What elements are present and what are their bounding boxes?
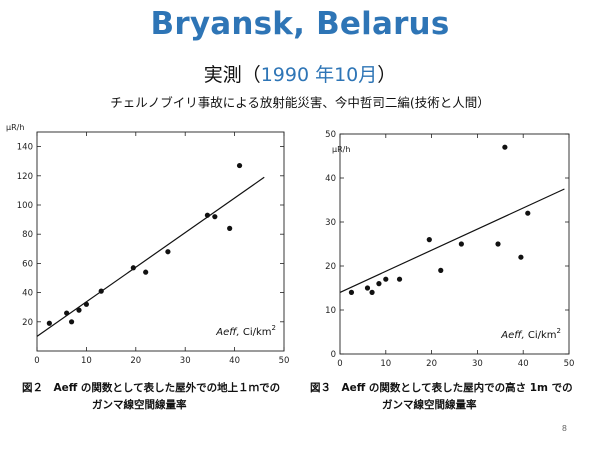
x-tick-label: 20 xyxy=(130,356,141,366)
caption-right-line1: 図３ Aeff の関数として表した屋内での高さ 1m での xyxy=(310,382,573,394)
y-tick-label: 20 xyxy=(325,262,336,272)
y-tick-label: 60 xyxy=(22,259,33,269)
caption-left-line2: ガンマ線空間線量率 xyxy=(92,399,187,411)
subtitle-prefix: 実測（ xyxy=(203,64,261,86)
subtitle-suffix: ） xyxy=(377,64,397,86)
data-point xyxy=(348,289,355,295)
x-tick-label: 40 xyxy=(518,359,529,369)
x-tick-label: 20 xyxy=(426,359,437,369)
data-point xyxy=(495,241,501,247)
slide-subtitle: 実測（1990 年10月） xyxy=(0,60,600,87)
y-tick-label: 120 xyxy=(17,172,33,182)
data-point xyxy=(76,307,82,313)
data-point xyxy=(383,276,389,282)
regression-line xyxy=(339,188,565,293)
plot-frame xyxy=(36,131,285,352)
data-point xyxy=(212,214,218,220)
subtitle-date: 1990 年10月 xyxy=(260,64,378,86)
x-tick-label: 50 xyxy=(279,356,290,366)
y-tick-label: 40 xyxy=(22,289,33,299)
regression-line xyxy=(36,176,265,337)
slide-title: Bryansk, Belarus xyxy=(150,6,450,42)
data-point xyxy=(236,162,243,169)
data-point xyxy=(525,210,531,216)
data-point xyxy=(438,267,444,273)
data-point xyxy=(458,241,464,247)
x-tick-label: 10 xyxy=(81,356,92,366)
chart-outdoor-svg: 0 10 20 30 40 50 20 40 60 80 100 120 140 μR/h Aeff, Ci… xyxy=(6,123,290,366)
data-point xyxy=(165,249,171,255)
caption-right-line2: ガンマ線空間線量率 xyxy=(382,399,477,411)
x-tick-label: 40 xyxy=(229,356,240,366)
data-point xyxy=(364,285,371,291)
x-tick-label: 0 xyxy=(337,359,342,369)
data-point xyxy=(376,281,382,287)
y-tick-label: 20 xyxy=(22,318,33,328)
data-point xyxy=(227,225,233,231)
data-point xyxy=(396,276,403,282)
y-tick-label: 80 xyxy=(22,230,33,240)
data-point xyxy=(143,269,149,275)
source-citation: チェルノブイリ事故による放射能災害、今中哲司二編(技術と人間） xyxy=(110,95,490,110)
data-point xyxy=(518,254,524,260)
data-point xyxy=(83,301,89,307)
page-number: 8 xyxy=(561,424,567,433)
chart-indoor: 0 10 20 30 40 50 0 10 20 30 40 50 μR/h Aeff, Ci/km2 xyxy=(300,118,600,380)
y-tick-label: 40 xyxy=(325,174,336,184)
caption-left-line1: 図２ Aeff の関数として表した屋外での地上１ｍでの xyxy=(22,382,281,394)
data-point xyxy=(98,288,104,294)
y-tick-label: 30 xyxy=(325,218,336,228)
data-point xyxy=(46,320,52,326)
y-tick-label: 100 xyxy=(17,201,33,211)
x-tick-label: 0 xyxy=(34,356,39,366)
y-tick-label: 0 xyxy=(331,350,336,360)
data-point xyxy=(64,310,70,316)
x-tick-label: 30 xyxy=(472,359,483,369)
y-tick-label: 140 xyxy=(17,143,33,153)
data-point xyxy=(426,237,432,243)
chart-outdoor: 0 10 20 30 40 50 20 40 60 80 100 120 140 μR/h Aeff, Ci… xyxy=(0,118,300,380)
data-point xyxy=(68,319,75,325)
data-point xyxy=(502,144,508,150)
plot-frame xyxy=(339,133,570,355)
y-axis-label: μR/h xyxy=(6,123,24,132)
x-tick-label: 50 xyxy=(564,359,575,369)
x-axis-label: Aeff, Ci/km2 xyxy=(500,327,561,341)
y-tick-label: 10 xyxy=(325,306,336,316)
y-tick-label: 50 xyxy=(325,130,336,140)
y-axis-label: μR/h xyxy=(332,145,350,154)
x-tick-label: 10 xyxy=(380,359,391,369)
data-point xyxy=(130,265,136,271)
x-axis-label: Aeff, Ci/km2 xyxy=(215,324,276,338)
chart-indoor-svg: 0 10 20 30 40 50 0 10 20 30 40 50 μR/h Aeff, Ci/km2 xyxy=(325,130,575,369)
data-point xyxy=(204,212,211,218)
x-tick-label: 30 xyxy=(180,356,191,366)
data-point xyxy=(369,289,375,295)
